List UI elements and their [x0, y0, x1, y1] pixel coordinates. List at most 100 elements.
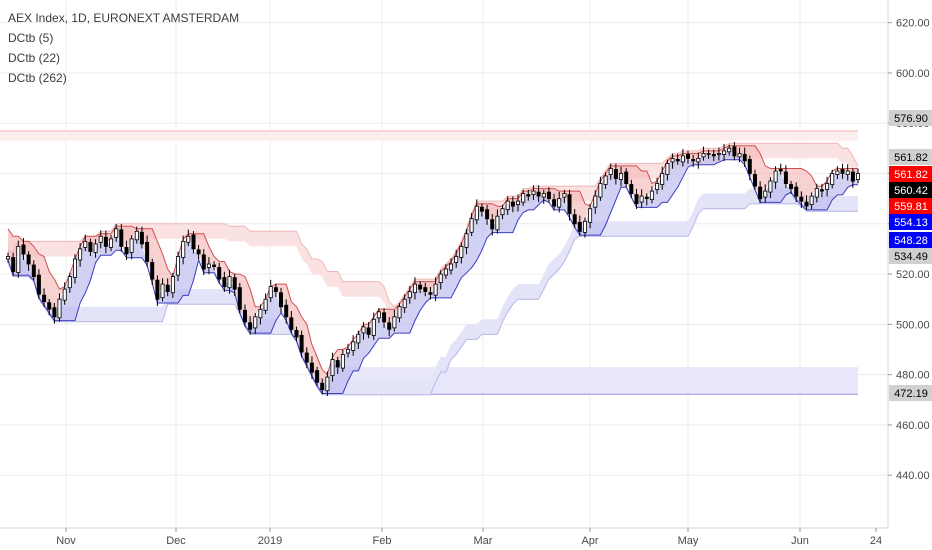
candle-body	[505, 200, 510, 211]
price-badge-red	[889, 198, 932, 214]
candle-body	[814, 188, 819, 198]
candle-body	[541, 193, 546, 198]
candle-body	[52, 307, 57, 318]
candle-body	[629, 184, 634, 195]
candle-body	[825, 183, 830, 190]
candle-body	[299, 334, 304, 353]
candle-body	[819, 189, 824, 192]
candle-body	[464, 233, 469, 248]
candle-body	[361, 326, 366, 334]
candle-body	[114, 228, 119, 238]
candle-body	[526, 194, 531, 197]
price-badge-label: 554.13	[894, 217, 928, 229]
chart-legend: AEX Index, 1D, EURONEXT AMSTERDAM DCtb (…	[8, 8, 239, 88]
candle-body	[448, 263, 453, 271]
y-tick-label: 620.00	[896, 18, 930, 30]
candle-body	[763, 190, 768, 198]
candle-body	[428, 292, 433, 295]
candle-body	[16, 245, 21, 273]
candle-body	[160, 283, 165, 299]
candle-body	[109, 238, 114, 248]
candle-body	[433, 283, 438, 296]
candle-body	[382, 312, 387, 323]
candle-body	[665, 162, 670, 175]
candle-body	[490, 219, 495, 230]
candle-body	[634, 194, 639, 205]
candle-body	[799, 196, 804, 202]
candle-body	[196, 249, 201, 255]
candle-body	[103, 236, 108, 247]
candle-body	[423, 287, 428, 293]
y-tick-label: 520.00	[896, 269, 930, 281]
candle-body	[6, 256, 11, 260]
candle-body	[129, 238, 134, 253]
candle-body	[119, 229, 124, 247]
candle-body	[686, 153, 691, 159]
candle-body	[26, 254, 31, 265]
candle-body	[603, 175, 608, 185]
x-tick-label: Mar	[474, 535, 493, 547]
candle-body	[608, 168, 613, 175]
candle-body	[572, 214, 577, 225]
candle-body	[619, 173, 624, 180]
candle-body	[768, 180, 773, 193]
candle-body	[454, 256, 459, 263]
candle-body	[57, 298, 62, 319]
candle-body	[335, 360, 340, 368]
candle-body	[21, 244, 26, 255]
candle-body	[783, 171, 788, 185]
price-badge-blue	[889, 214, 932, 230]
candle-body	[402, 298, 407, 309]
candle-body	[474, 205, 479, 221]
x-tick-label: Jun	[791, 535, 809, 547]
dctb-22-lower-line	[7, 203, 858, 396]
candle-body	[407, 291, 412, 299]
candle-body	[67, 276, 72, 289]
candle-body	[773, 170, 778, 183]
candle-body	[660, 173, 665, 186]
candle-body	[577, 221, 582, 232]
candle-body	[191, 234, 196, 250]
legend-title: AEX Index, 1D, EURONEXT AMSTERDAM	[8, 11, 240, 25]
candle-body	[42, 294, 47, 303]
candle-body	[469, 218, 474, 233]
candle-body	[165, 284, 170, 293]
candle-body	[278, 292, 283, 308]
candle-body	[552, 199, 557, 207]
candle-body	[856, 173, 861, 180]
candle-body	[11, 257, 16, 273]
price-badge-blue	[889, 232, 932, 248]
y-tick-label: 440.00	[896, 470, 930, 482]
candle-body	[315, 370, 320, 383]
candle-body	[150, 262, 155, 280]
candle-body	[258, 308, 263, 319]
legend-indicator-22: DCtb (22)	[8, 51, 61, 65]
candle-body	[624, 171, 629, 185]
candle-body	[809, 195, 814, 206]
candle-body	[510, 201, 515, 207]
candle-body	[485, 209, 490, 220]
candle-body	[47, 302, 52, 310]
candle-body	[397, 306, 402, 319]
price-badge-label: 534.49	[894, 251, 928, 263]
price-badge-red	[889, 166, 932, 182]
candle-body	[789, 184, 794, 189]
price-badge-label: 472.19	[894, 388, 928, 400]
candle-body	[304, 352, 309, 363]
candle-body	[531, 190, 536, 196]
candle-body	[155, 279, 160, 300]
candle-body	[340, 354, 345, 369]
candle-body	[356, 333, 361, 344]
candle-body	[583, 220, 588, 233]
x-tick-label: Feb	[373, 535, 392, 547]
candle-body	[521, 193, 526, 203]
x-tick-label: 24	[870, 535, 882, 547]
candle-body	[753, 174, 758, 187]
candle-body	[691, 158, 696, 162]
candle-body	[443, 268, 448, 276]
candle-body	[593, 195, 598, 208]
candle-body	[253, 316, 258, 329]
candle-body	[212, 264, 217, 267]
candle-body	[93, 243, 98, 253]
candle-body	[655, 183, 660, 190]
